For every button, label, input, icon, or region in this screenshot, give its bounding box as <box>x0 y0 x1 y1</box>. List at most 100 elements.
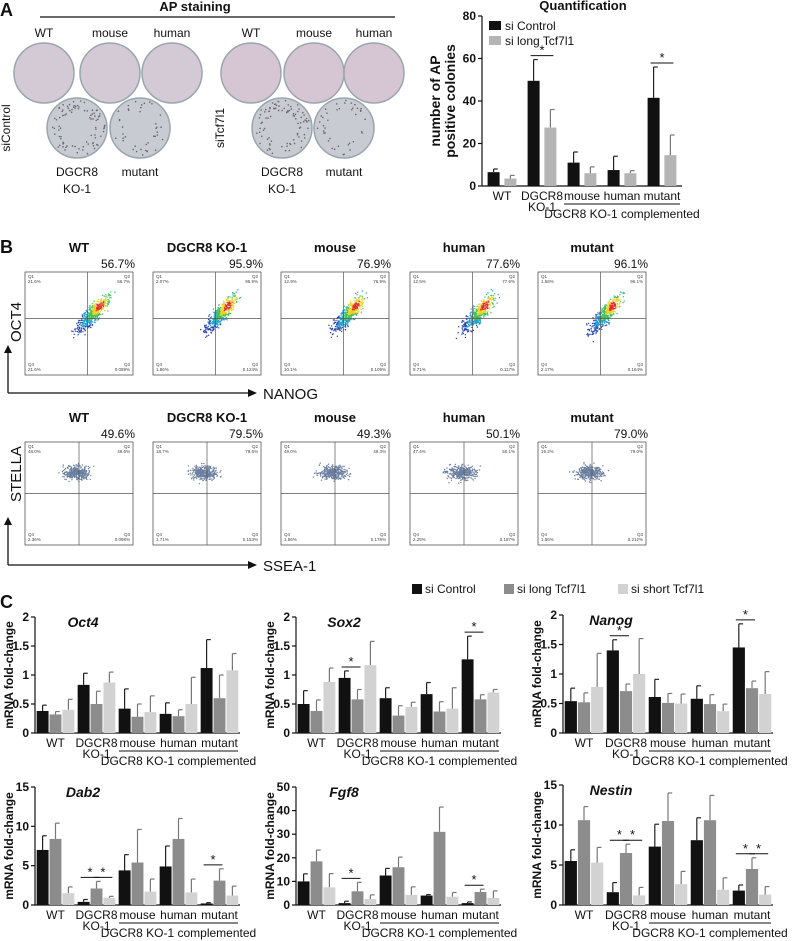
flow-event-dot <box>332 469 334 471</box>
flow-event-dot <box>467 330 469 333</box>
flow-event-dot <box>87 319 90 321</box>
flow-event-dot <box>447 472 449 474</box>
flow-event-dot <box>347 314 350 316</box>
colony-dot <box>294 113 297 116</box>
quadrant-name: Q1 <box>156 444 163 449</box>
flow-event-dot <box>612 304 614 306</box>
flow-event-dot <box>89 312 91 314</box>
flow-event-dot <box>622 302 624 304</box>
flow-event-dot <box>333 469 335 472</box>
colony-dot <box>91 113 94 115</box>
flow-event-dot <box>595 313 597 316</box>
flow-event-dot <box>77 321 80 323</box>
flow-event-dot <box>479 313 481 315</box>
colony-dot <box>352 140 355 143</box>
flow-event-dot <box>464 479 466 482</box>
flow-event-dot <box>476 310 478 313</box>
flow-event-dot <box>455 473 457 475</box>
flow-plot-title: mouse <box>314 410 356 425</box>
bar <box>703 704 717 733</box>
flow-event-dot <box>187 473 190 475</box>
quadrant-value: 0.117% <box>500 367 515 372</box>
flow-event-dot <box>106 305 109 307</box>
legend-label: si long Tcf7l1 <box>505 34 574 48</box>
flow-event-dot <box>231 303 233 306</box>
flow-event-dot <box>87 473 90 475</box>
quadrant-name: Q2 <box>637 444 644 449</box>
bar <box>577 702 591 733</box>
colony-dot <box>118 119 121 122</box>
flow-event-dot <box>598 466 600 469</box>
flow-event-dot <box>203 472 206 474</box>
colony-dot <box>53 133 56 135</box>
flow-event-dot <box>79 323 81 326</box>
flow-event-dot <box>187 465 190 467</box>
flow-event-dot <box>225 313 228 316</box>
flow-event-dot <box>470 477 472 479</box>
flow-event-dot <box>353 318 355 321</box>
flow-event-dot <box>226 307 228 309</box>
flow-event-dot <box>88 320 90 322</box>
flow-event-dot <box>332 471 334 473</box>
colony-dot <box>271 152 274 155</box>
colony-dot <box>159 114 162 116</box>
flow-event-dot <box>218 321 220 324</box>
flow-event-dot <box>208 314 211 316</box>
flow-event-dot <box>476 305 478 308</box>
flow-event-dot <box>98 311 100 313</box>
colony-dot <box>92 118 94 120</box>
flow-event-dot <box>195 470 198 472</box>
colony-dot <box>260 135 263 138</box>
flow-event-dot <box>344 475 347 478</box>
flow-event-dot <box>228 307 230 309</box>
bar <box>77 901 90 905</box>
flow-event-dot <box>475 318 477 321</box>
flow-event-dot <box>470 475 473 477</box>
flow-event-dot <box>572 471 575 473</box>
colony-dot <box>61 110 64 113</box>
flow-event-dot <box>97 309 99 311</box>
flow-event-dot <box>235 296 238 299</box>
flow-event-dot <box>598 315 600 317</box>
flow-event-dot <box>494 297 497 299</box>
bar <box>487 692 500 733</box>
flow-event-dot <box>468 473 471 475</box>
flow-event-dot <box>470 315 472 317</box>
flow-event-dot <box>83 320 85 322</box>
quadrant-name: Q1 <box>541 274 548 279</box>
dish-image <box>343 42 405 104</box>
flow-event-dot <box>496 302 498 304</box>
flow-event-dot <box>470 472 472 474</box>
flow-event-dot <box>70 468 73 470</box>
flow-y-axis-label: OCT4 <box>8 302 25 342</box>
flow-event-dot <box>616 300 619 303</box>
flow-event-dot <box>483 302 486 305</box>
flow-event-dot <box>583 468 585 470</box>
flow-event-dot <box>217 324 219 326</box>
flow-q2-percent: 79.0% <box>614 427 648 441</box>
flow-event-dot <box>464 465 466 467</box>
colony-dot <box>140 148 142 151</box>
bar <box>759 694 772 733</box>
flow-event-dot <box>73 471 76 473</box>
arrowhead-icon <box>4 345 12 353</box>
flow-event-dot <box>362 308 364 310</box>
colony-dot <box>361 132 363 134</box>
colony-dot <box>293 115 296 117</box>
flow-event-dot <box>102 307 105 309</box>
legend-swatch <box>504 584 514 594</box>
legend-label: si Control <box>505 19 556 33</box>
flow-event-dot <box>446 477 448 480</box>
flow-event-dot <box>598 328 600 330</box>
colony-dot <box>292 115 295 117</box>
flow-event-dot <box>78 332 80 334</box>
flow-event-dot <box>460 469 462 471</box>
colony-dot <box>77 107 80 110</box>
flow-event-dot <box>224 306 226 309</box>
x-group-label: mouse <box>380 736 416 750</box>
quadrant-value: 1.56% <box>541 537 554 542</box>
flow-event-dot <box>474 312 477 314</box>
colony-dot <box>320 115 323 117</box>
flow-event-dot <box>475 470 477 473</box>
flow-event-dot <box>485 305 487 308</box>
